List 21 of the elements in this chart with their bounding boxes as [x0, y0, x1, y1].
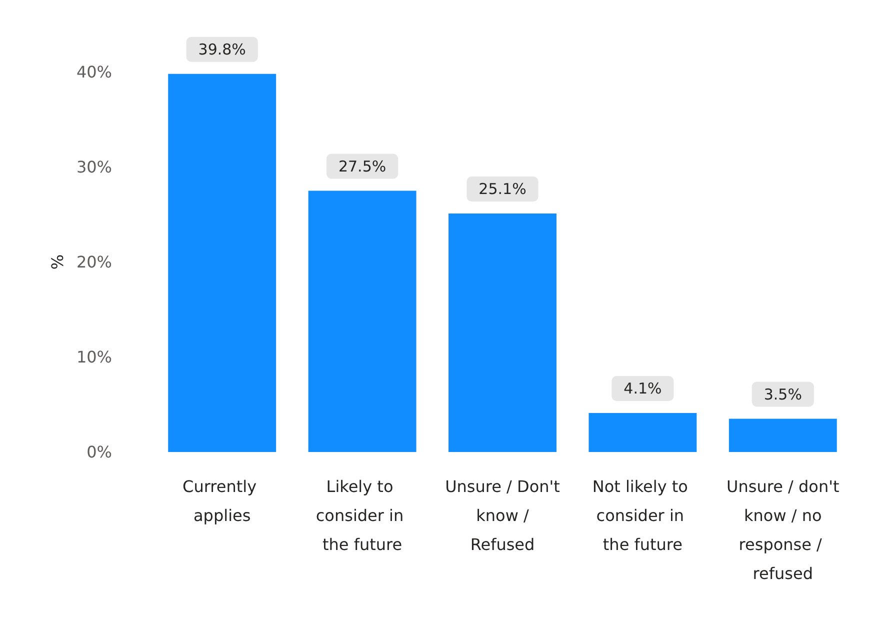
y-tick-label: 10% — [76, 348, 112, 366]
y-axis-title: % — [48, 254, 68, 270]
y-tick-label: 30% — [76, 158, 112, 176]
y-tick-label: 20% — [76, 252, 112, 272]
data-label: 39.8% — [198, 40, 246, 58]
data-label: 25.1% — [478, 180, 526, 198]
y-tick-label: 0% — [86, 442, 112, 462]
data-label: 27.5% — [338, 157, 386, 176]
data-label: 4.1% — [624, 380, 662, 398]
x-tick-label: Not likely to consider in the future — [592, 477, 694, 554]
bar — [308, 190, 416, 452]
bar — [168, 74, 276, 452]
data-label: 3.5% — [764, 385, 802, 404]
y-tick-label: 40% — [76, 62, 112, 82]
x-tick-label: Currently applies — [182, 477, 262, 525]
bar — [448, 214, 556, 452]
x-tick-label: Likely to consider in the future — [316, 477, 409, 554]
bar — [728, 418, 837, 452]
x-tick-label: Unsure / don't know / no response / refused — [726, 477, 840, 583]
x-tick-label: Unsure / Don't know / Refused — [445, 477, 560, 554]
bar — [588, 413, 697, 452]
